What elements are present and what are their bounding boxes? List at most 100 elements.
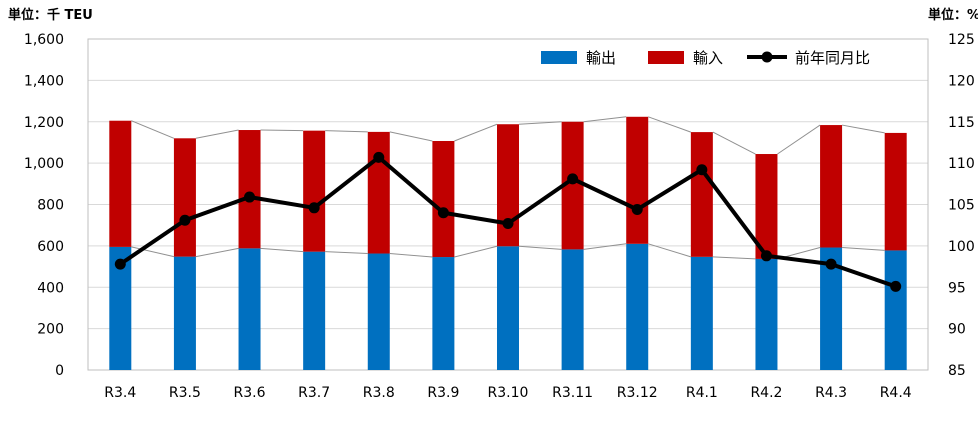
left-axis-unit-label: 単位：千 TEU — [8, 8, 93, 23]
x-tick-label: R4.1 — [686, 385, 718, 401]
bar-import — [432, 140, 455, 258]
export-series-line — [648, 243, 691, 258]
left-tick-label: 800 — [37, 198, 64, 214]
yoy-point — [502, 218, 514, 230]
left-tick-label: 1,600 — [24, 32, 64, 48]
bar-export — [367, 253, 390, 370]
left-tick-label: 1,200 — [24, 115, 64, 131]
import-series-line — [518, 121, 562, 125]
right-tick-label: 85 — [948, 363, 966, 379]
import-series-line — [131, 120, 175, 139]
bar-export — [238, 248, 261, 370]
export-series-line — [842, 247, 885, 251]
bar-import — [109, 120, 132, 247]
x-tick-label: R3.5 — [169, 385, 201, 401]
x-tick-label: R3.10 — [488, 385, 529, 401]
x-tick-label: R3.4 — [104, 385, 136, 401]
bar-import — [755, 154, 778, 259]
legend-swatch-import — [648, 51, 684, 64]
export-series-line — [325, 251, 368, 255]
left-tick-label: 1,000 — [24, 156, 64, 172]
export-series-line — [195, 247, 239, 258]
x-tick-label: R3.11 — [552, 385, 593, 401]
right-tick-label: 120 — [948, 73, 975, 89]
x-tick-label: R3.9 — [427, 385, 459, 401]
bar-export — [561, 249, 584, 370]
bar-export — [109, 246, 132, 370]
left-tick-label: 400 — [37, 280, 64, 296]
legend-marker-yoy — [761, 51, 773, 63]
import-series-line — [325, 130, 368, 133]
legend-label-export: 輸出 — [586, 49, 616, 67]
import-series-line — [260, 129, 304, 132]
right-tick-label: 90 — [948, 322, 966, 338]
bar-export — [173, 256, 196, 370]
yoy-point — [567, 173, 579, 185]
import-series-line — [195, 129, 239, 139]
import-series-line — [389, 131, 433, 142]
export-series-line — [712, 256, 756, 260]
bar-export — [432, 257, 455, 370]
import-series-line — [583, 116, 627, 123]
yoy-point — [890, 280, 902, 292]
x-tick-label: R4.2 — [750, 385, 782, 401]
left-tick-label: 1,400 — [24, 73, 64, 89]
bar-import — [173, 138, 196, 257]
import-series-line — [454, 123, 498, 142]
legend-swatch-export — [541, 51, 577, 64]
bar-import — [497, 124, 519, 247]
yoy-point — [244, 191, 256, 203]
right-tick-label: 125 — [948, 32, 975, 48]
bar-export — [884, 250, 907, 370]
x-tick-label: R3.12 — [617, 385, 658, 401]
bar-export — [303, 251, 326, 370]
bar-export — [755, 258, 778, 370]
bar-export — [690, 256, 713, 370]
x-tick-label: R3.6 — [234, 385, 266, 401]
right-tick-label: 95 — [948, 280, 966, 296]
right-tick-label: 105 — [948, 198, 975, 214]
export-series-line — [518, 245, 562, 250]
export-series-line — [389, 253, 433, 258]
yoy-point — [308, 202, 320, 214]
bar-import — [367, 131, 390, 254]
right-tick-label: 110 — [948, 156, 975, 172]
yoy-point — [631, 203, 643, 215]
import-series-line — [712, 131, 756, 155]
export-series-line — [131, 246, 175, 258]
bar-export — [626, 243, 649, 370]
yoy-point — [373, 151, 385, 163]
x-tick-label: R3.7 — [298, 385, 330, 401]
bar-import — [884, 132, 907, 251]
left-tick-label: 0 — [55, 363, 64, 379]
export-series-line — [454, 245, 498, 258]
legend-label-yoy: 前年同月比 — [795, 49, 870, 67]
bar-export — [820, 247, 843, 370]
yoy-point — [437, 207, 449, 219]
left-tick-label: 600 — [37, 239, 64, 255]
yoy-point — [760, 250, 772, 262]
yoy-point — [114, 258, 126, 270]
export-series-line — [260, 247, 304, 253]
bar-import — [303, 130, 326, 252]
right-axis-unit-label: 単位：% — [928, 8, 978, 23]
import-series-line — [648, 116, 692, 133]
right-tick-label: 100 — [948, 239, 975, 255]
x-tick-label: R3.8 — [363, 385, 395, 401]
bar-import — [690, 132, 713, 257]
yoy-point — [696, 164, 708, 176]
x-tick-label: R4.4 — [880, 385, 912, 401]
export-series-line — [583, 243, 627, 250]
x-tick-label: R4.3 — [815, 385, 847, 401]
yoy-point — [179, 214, 191, 226]
bar-import — [561, 121, 584, 250]
bar-export — [497, 246, 519, 370]
bar-import — [238, 130, 261, 249]
import-series-line — [841, 124, 885, 134]
left-tick-label: 200 — [37, 322, 64, 338]
bar-import — [626, 116, 649, 244]
right-tick-label: 115 — [948, 115, 975, 131]
legend-label-import: 輸入 — [693, 49, 723, 67]
